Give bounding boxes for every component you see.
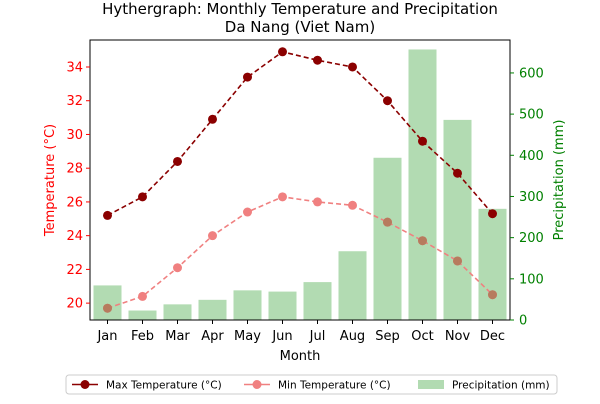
y-left-tick-label: 30 — [66, 128, 83, 143]
precipitation-bar-jun — [268, 291, 297, 320]
precipitation-bars — [93, 49, 507, 321]
x-tick-label-sep: Sep — [375, 329, 400, 344]
legend-min-temp-swatch-marker — [252, 380, 262, 389]
precipitation-bar-jul — [303, 282, 332, 320]
y-left-tick-label: 24 — [66, 229, 83, 244]
max-temp-point-may — [243, 72, 252, 82]
precipitation-bar-sep — [373, 157, 402, 320]
x-tick-label-nov: Nov — [445, 329, 471, 344]
precipitation-bar-may — [233, 290, 262, 320]
legend-max-temp-swatch-marker — [80, 380, 90, 389]
chart-title: Hythergraph: Monthly Temperature and Pre… — [102, 0, 498, 18]
x-tick-label-apr: Apr — [201, 329, 224, 344]
x-tick-label-dec: Dec — [480, 329, 505, 344]
max-temp-point-sep — [383, 96, 392, 106]
max-temp-point-jan — [103, 210, 112, 220]
y-left-tick-label: 28 — [66, 162, 83, 177]
min-temp-point-jun — [278, 192, 287, 202]
min-temp-point-apr — [208, 231, 217, 241]
y-right-tick-label: 400 — [519, 149, 544, 164]
precipitation-bar-nov — [443, 119, 472, 320]
x-tick-label-aug: Aug — [340, 329, 365, 344]
x-tick-label-may: May — [234, 329, 261, 344]
precipitation-bar-apr — [198, 299, 227, 320]
y-left-tick-label: 20 — [66, 297, 83, 312]
chart-subtitle: Da Nang (Viet Nam) — [225, 18, 375, 36]
x-axis-label: Month — [280, 349, 321, 364]
y-left-tick-label: 32 — [66, 94, 83, 109]
y-right-tick-label: 500 — [519, 108, 544, 123]
precipitation-bar-dec — [478, 208, 507, 320]
min-temp-point-overlay-jan — [103, 303, 112, 313]
min-temp-line — [107, 196, 494, 309]
max-temp-point-nov — [453, 168, 462, 178]
precipitation-bar-jan — [93, 285, 122, 320]
max-temp-point-jul — [313, 55, 322, 65]
legend-precipitation-swatch — [418, 380, 444, 389]
y-left-tick-label: 34 — [66, 60, 83, 75]
chart-axes: Jan Feb Mar Apr May Jun Jul Aug Sep Oct Nov Dec Mont… — [43, 39, 567, 364]
y-right-tick-label: 600 — [519, 66, 544, 81]
y-left-tick-label: 22 — [66, 263, 83, 278]
precipitation-bar-feb — [128, 310, 157, 320]
max-temp-point-feb — [138, 192, 147, 202]
max-temp-point-apr — [208, 114, 217, 124]
max-temp-point-jun — [278, 47, 287, 57]
min-temp-point-overlay-dec — [488, 290, 497, 300]
x-tick-label-oct: Oct — [411, 329, 433, 344]
precipitation-bar-oct — [408, 49, 437, 321]
min-temp-point-mar — [173, 263, 182, 273]
x-tick-label-jul: Jul — [309, 329, 326, 344]
max-temp-point-oct — [418, 136, 427, 146]
min-temp-point-aug — [348, 200, 357, 210]
precipitation-bar-mar — [163, 304, 192, 320]
y-right-tick-label: 0 — [519, 314, 527, 329]
max-temp-point-dec — [488, 209, 497, 219]
x-tick-label-jun: Jun — [271, 329, 292, 344]
legend-min-temp-label: Min Temperature (°C) — [278, 380, 391, 392]
max-temp-point-aug — [348, 62, 357, 72]
plot-frame — [89, 39, 511, 321]
min-temp-point-jul — [313, 197, 322, 207]
min-temp-point-overlay-oct — [418, 236, 427, 246]
min-temp-point-overlay-nov — [453, 256, 462, 266]
y-right-tick-label: 200 — [519, 231, 544, 246]
min-temp-point-feb — [138, 291, 147, 301]
legend-max-temp-label: Max Temperature (°C) — [106, 380, 222, 392]
x-tick-label-feb: Feb — [131, 329, 154, 344]
max-temp-line — [107, 50, 494, 217]
legend-box — [65, 374, 558, 395]
x-tick-label-mar: Mar — [165, 329, 190, 344]
chart-legend: Max Temperature (°C) Min Temperature (°C)… — [65, 374, 558, 395]
y-right-axis-label: Precipitation (mm) — [552, 120, 567, 241]
max-temp-point-mar — [173, 156, 182, 166]
y-right-tick-label: 100 — [519, 272, 544, 287]
y-left-tick-label: 26 — [66, 195, 83, 210]
x-tick-label-jan: Jan — [96, 329, 117, 344]
y-right-tick-label: 300 — [519, 190, 544, 205]
min-temp-point-may — [243, 207, 252, 217]
legend-precipitation-label: Precipitation (mm) — [452, 380, 550, 392]
y-left-axis-label: Temperature (°C) — [43, 124, 58, 237]
min-temp-point-overlay-sep — [383, 217, 392, 227]
temperature-lines — [103, 47, 497, 313]
precipitation-bar-aug — [338, 251, 367, 320]
